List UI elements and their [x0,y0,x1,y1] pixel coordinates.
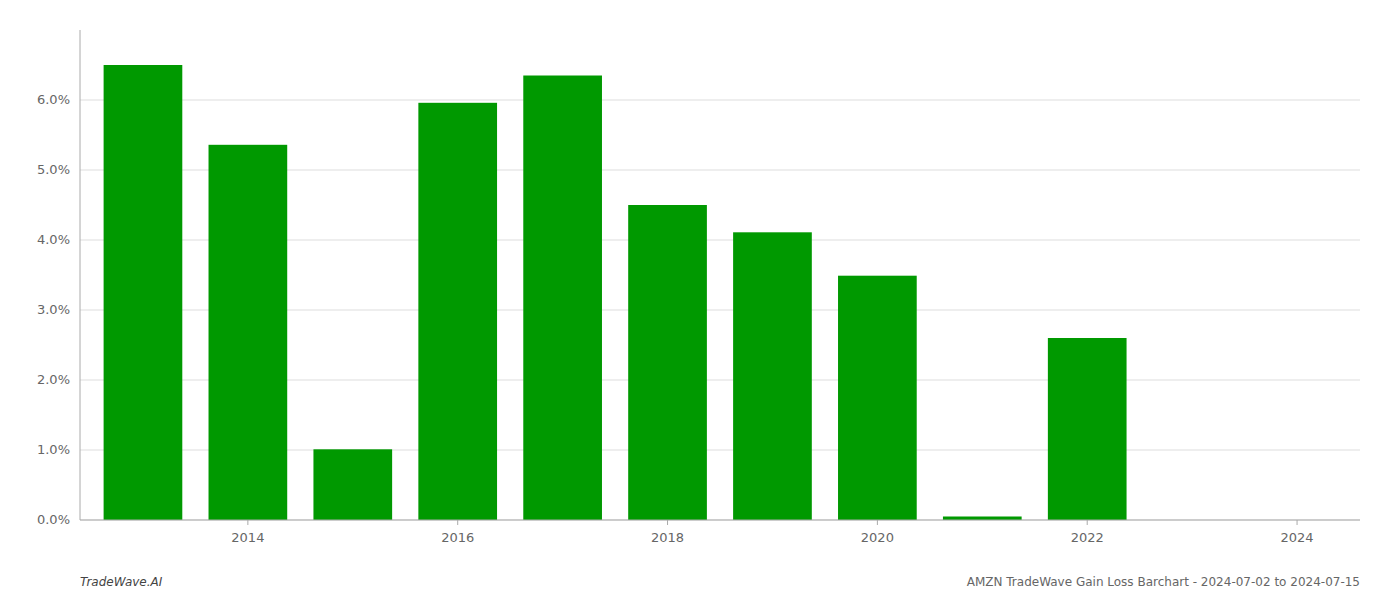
bar [1048,338,1127,520]
x-tick-label: 2024 [1281,530,1314,545]
bar [733,232,812,520]
bar [838,276,917,520]
y-tick-label: 4.0% [37,232,70,247]
bars [104,65,1127,520]
grid-line [80,100,1360,101]
bar [418,103,497,520]
footer-text: AMZN TradeWave Gain Loss Barchart - 2024… [967,575,1360,589]
y-tick-label: 3.0% [37,302,70,317]
bar [104,65,183,520]
y-axis-line [80,30,81,520]
y-tick-label: 1.0% [37,442,70,457]
x-tick [247,520,248,525]
y-tick-label: 6.0% [37,92,70,107]
chart: 0.0% 1.0% 2.0% 3.0% 4.0% 5.0% 6.0% 2014 2016 2018… [0,0,1400,600]
x-tick-label: 2014 [231,530,264,545]
x-tick-label: 2018 [651,530,684,545]
y-tick-label: 5.0% [37,162,70,177]
footer-text: TradeWave.AI [80,575,163,589]
x-tick-label: 2016 [441,530,474,545]
bar [313,449,392,520]
x-axis: 2014 2016 2018 2020 2022 2024 [80,520,1360,545]
background [0,0,1400,600]
bar [209,145,288,520]
y-tick-label: 2.0% [37,372,70,387]
x-tick [1297,520,1298,525]
grid-line [80,520,1360,521]
y-axis: 0.0% 1.0% 2.0% 3.0% 4.0% 5.0% 6.0% [37,30,1360,527]
x-tick [457,520,458,525]
y-tick-label: 0.0% [37,512,70,527]
bar [943,517,1022,521]
bar [628,205,707,520]
x-tick [667,520,668,525]
footer: TradeWave.AI AMZN TradeWave Gain Loss Bar… [80,575,1360,589]
x-axis-line [80,520,1360,521]
x-tick-label: 2022 [1071,530,1104,545]
x-tick [1087,520,1088,525]
x-tick-label: 2020 [861,530,894,545]
x-tick [877,520,878,525]
bar [523,76,602,521]
